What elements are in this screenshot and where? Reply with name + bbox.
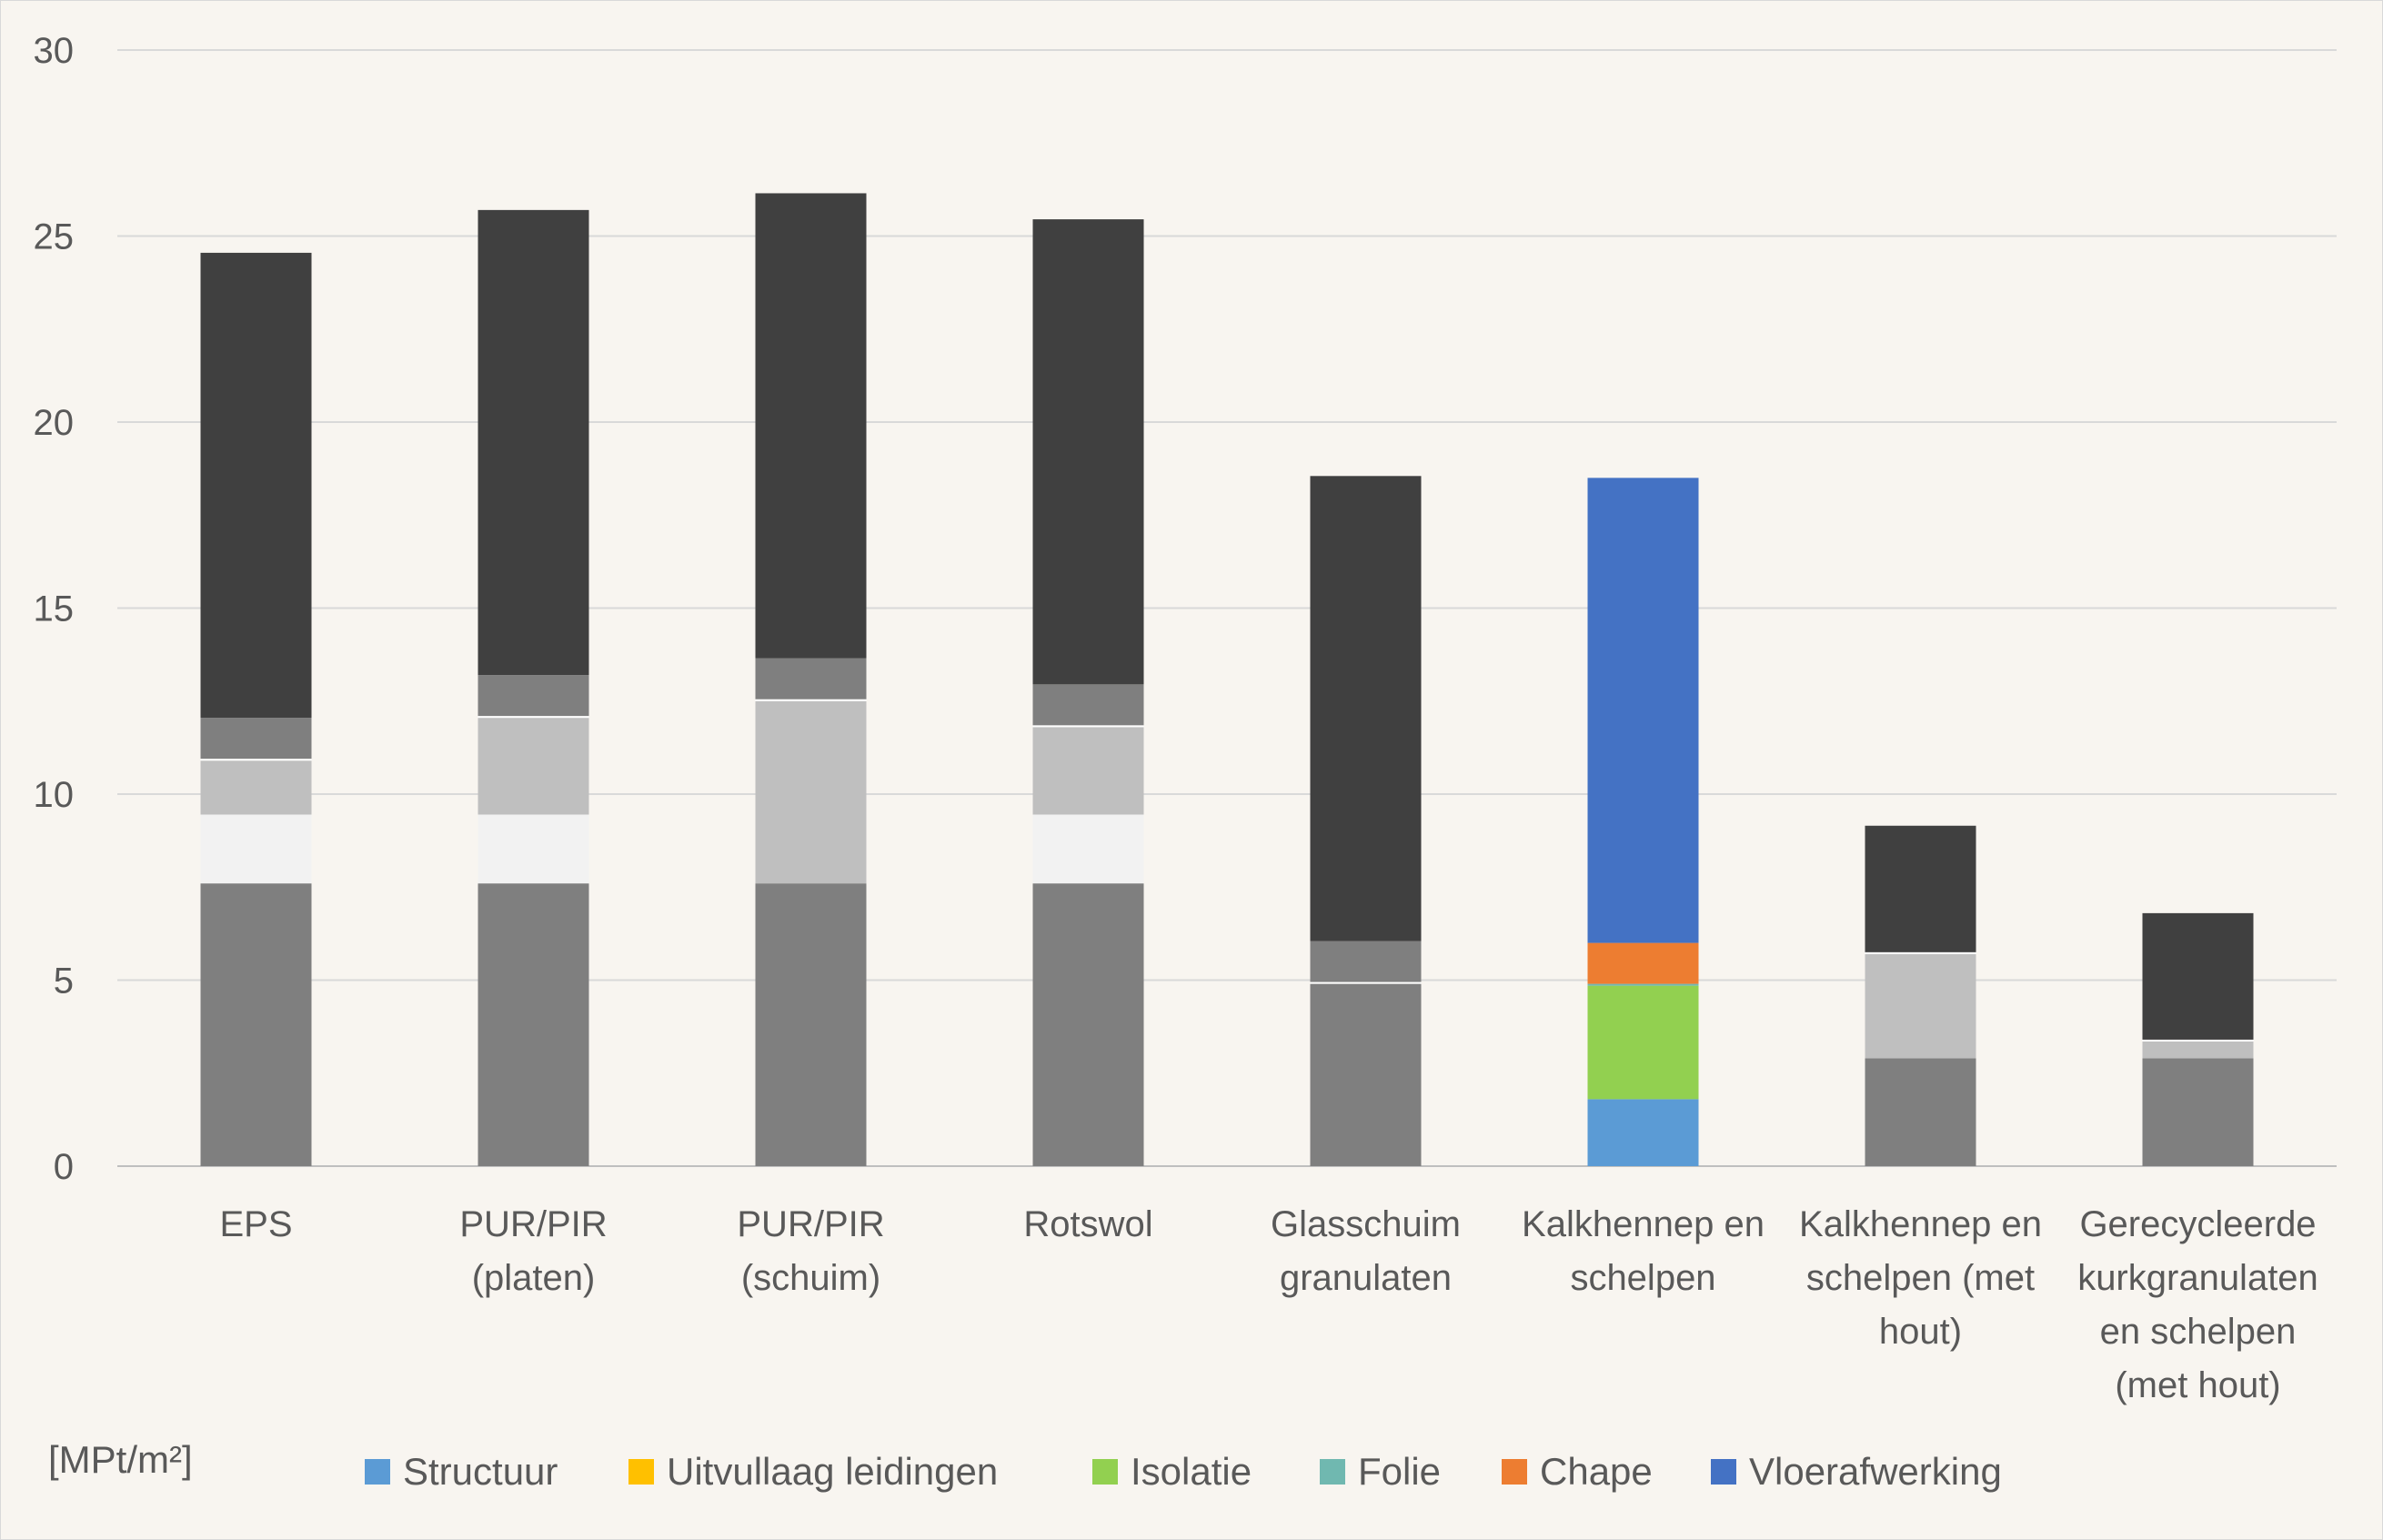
x-category-label: PUR/PIR bbox=[459, 1204, 607, 1244]
bar-segment-folie bbox=[1865, 951, 1976, 954]
x-category-label: EPS bbox=[219, 1204, 292, 1244]
x-category-label: hout) bbox=[1879, 1312, 1962, 1352]
legend-label: Vloerafwerking bbox=[1749, 1450, 2002, 1493]
bar-segment-vloerafwerking bbox=[1587, 478, 1699, 943]
bar-segment-chape bbox=[1310, 941, 1422, 982]
legend-label: Folie bbox=[1358, 1450, 1441, 1493]
bar-segment-isolatie bbox=[478, 718, 589, 815]
unit-label: [MPt/m²] bbox=[48, 1438, 193, 1481]
bar-segment-structuur bbox=[200, 883, 312, 1166]
x-category-label: (platen) bbox=[472, 1258, 596, 1298]
bar-segment-structuur bbox=[2142, 1058, 2254, 1166]
x-category-label: schelpen bbox=[1570, 1258, 1715, 1298]
legend-swatch bbox=[1320, 1459, 1345, 1485]
bar-segment-vloerafwerking bbox=[1310, 476, 1422, 941]
bar-segment-vloerafwerking bbox=[755, 193, 867, 659]
bar-segment-chape bbox=[755, 658, 867, 700]
x-category-label: PUR/PIR bbox=[737, 1204, 884, 1244]
bar-segment-vloerafwerking bbox=[1032, 219, 1144, 685]
bar-segment-vloerafwerking bbox=[200, 252, 312, 719]
bar-segment-isolatie bbox=[2142, 1041, 2254, 1059]
bar-segment-vloerafwerking bbox=[478, 209, 589, 676]
legend: Structuur Uitvullaag leidingen Isolatie Fol… bbox=[365, 1450, 2002, 1493]
bar-segment-structuur bbox=[755, 883, 867, 1166]
bar-segment-folie bbox=[755, 699, 867, 701]
y-tick-label: 30 bbox=[34, 31, 75, 71]
x-category-label: en schelpen bbox=[2100, 1312, 2297, 1352]
bar-segment-folie bbox=[200, 759, 312, 761]
x-category-label: Glasschuim bbox=[1271, 1204, 1461, 1244]
bar-segment-structuur bbox=[1587, 1099, 1699, 1166]
bar-segment-structuur bbox=[1032, 883, 1144, 1166]
x-category-label: Rotswol bbox=[1023, 1204, 1152, 1244]
y-tick-label: 10 bbox=[34, 775, 75, 815]
x-category-label: kurkgranulaten bbox=[2077, 1258, 2318, 1298]
x-category-label: Kalkhennep en bbox=[1799, 1204, 2042, 1244]
bar-segment-structuur bbox=[1865, 1058, 1976, 1166]
bar-segment-uitvullaag-leidingen bbox=[200, 814, 312, 884]
bar-segment-folie bbox=[1587, 983, 1699, 986]
bar-segment-isolatie bbox=[1865, 953, 1976, 1059]
legend-swatch bbox=[1711, 1459, 1736, 1485]
x-axis-categories: EPS PUR/PIR (platen) PUR/PIR (schuim) Rotswol… bbox=[219, 1204, 2318, 1405]
bar-segment-folie bbox=[1310, 981, 1422, 984]
bar-segment-vloerafwerking bbox=[1865, 825, 1976, 952]
x-category-label: (schuim) bbox=[741, 1258, 880, 1298]
bar-segment-chape bbox=[1032, 684, 1144, 726]
y-tick-label: 0 bbox=[54, 1147, 74, 1187]
x-category-label: schelpen (met bbox=[1806, 1258, 2035, 1298]
legend-swatch bbox=[1092, 1459, 1118, 1485]
legend-label: Uitvullaag leidingen bbox=[667, 1450, 998, 1493]
bar-segment-folie bbox=[2142, 1039, 2254, 1042]
bar-segment-chape bbox=[1587, 942, 1699, 984]
y-axis-ticks: 0 5 10 15 20 25 30 bbox=[34, 31, 75, 1187]
x-category-label: Gerecycleerde bbox=[2079, 1204, 2316, 1244]
bar-segment-chape bbox=[200, 718, 312, 760]
bar-segment-structuur bbox=[478, 883, 589, 1166]
bar-segment-uitvullaag-leidingen bbox=[1032, 814, 1144, 884]
x-category-label: (met hout) bbox=[2115, 1365, 2280, 1405]
bars bbox=[200, 193, 2254, 1166]
bar-segment-folie bbox=[478, 716, 589, 719]
y-tick-label: 20 bbox=[34, 403, 75, 443]
y-tick-label: 15 bbox=[34, 589, 75, 629]
legend-label: Isolatie bbox=[1131, 1450, 1252, 1493]
bar-segment-isolatie bbox=[755, 700, 867, 884]
bar-segment-folie bbox=[1032, 725, 1144, 728]
bar-segment-isolatie bbox=[1587, 985, 1699, 1100]
legend-swatch bbox=[628, 1459, 654, 1485]
legend-swatch bbox=[365, 1459, 390, 1485]
bar-segment-structuur bbox=[1310, 983, 1422, 1166]
bar-segment-vloerafwerking bbox=[2142, 912, 2254, 1040]
legend-swatch bbox=[1502, 1459, 1527, 1485]
y-tick-label: 25 bbox=[34, 217, 75, 257]
bar-segment-chape bbox=[478, 675, 589, 717]
bar-segment-isolatie bbox=[200, 760, 312, 815]
x-category-label: granulaten bbox=[1280, 1258, 1452, 1298]
gridlines bbox=[117, 49, 2337, 1167]
bar-segment-uitvullaag-leidingen bbox=[478, 814, 589, 884]
legend-label: Chape bbox=[1540, 1450, 1653, 1493]
x-category-label: Kalkhennep en bbox=[1522, 1204, 1765, 1244]
legend-label: Structuur bbox=[403, 1450, 558, 1493]
y-tick-label: 5 bbox=[54, 961, 74, 1002]
bar-segment-isolatie bbox=[1032, 727, 1144, 815]
